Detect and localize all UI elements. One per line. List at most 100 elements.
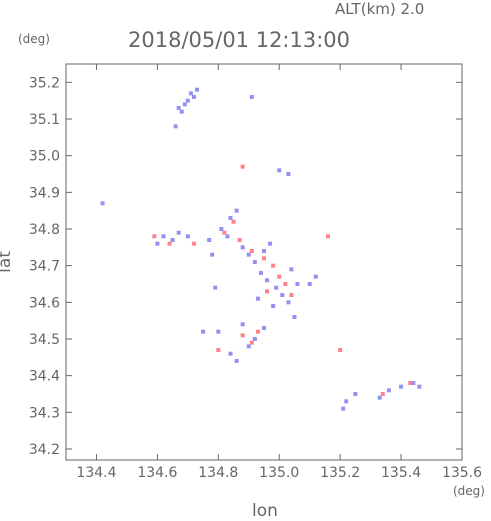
data-point <box>258 271 263 275</box>
data-point <box>408 381 413 385</box>
data-point <box>265 278 270 283</box>
data-point <box>210 252 215 257</box>
y-tick-label: 34.8 <box>29 222 60 238</box>
data-point <box>228 216 233 220</box>
data-point <box>240 333 245 338</box>
data-point <box>295 282 300 286</box>
x-tick-label: 134.8 <box>198 465 238 481</box>
data-point <box>185 234 190 239</box>
data-point <box>325 234 330 239</box>
data-point <box>286 172 291 176</box>
data-point <box>173 124 178 129</box>
data-point <box>307 282 312 286</box>
plot-frame <box>65 63 463 461</box>
data-point <box>277 274 282 279</box>
data-point <box>274 285 279 290</box>
x-tick-label: 134.6 <box>137 465 177 481</box>
y-tick-label: 35.0 <box>29 149 60 165</box>
data-point <box>216 329 221 334</box>
data-point <box>161 234 166 239</box>
y-tick-label: 34.2 <box>29 442 60 458</box>
data-point <box>386 388 391 393</box>
data-point <box>338 348 343 352</box>
data-point <box>246 344 251 349</box>
data-point <box>249 249 254 253</box>
data-point <box>185 98 190 103</box>
data-point <box>170 238 175 242</box>
data-point <box>271 263 276 268</box>
data-point <box>289 267 294 272</box>
data-point <box>219 227 224 231</box>
data-point <box>277 168 282 173</box>
data-point <box>252 337 257 341</box>
data-point <box>271 304 276 308</box>
data-point <box>411 381 416 385</box>
data-point <box>234 208 239 213</box>
x-tick-label: 135.0 <box>259 465 299 481</box>
x-tick-label: 134.4 <box>76 465 116 481</box>
data-point <box>234 359 239 363</box>
data-point <box>380 392 385 396</box>
data-point <box>213 285 218 290</box>
data-point <box>231 219 236 224</box>
data-point <box>240 164 245 169</box>
data-point <box>292 315 297 319</box>
data-point <box>252 260 257 264</box>
x-tick-label: 135.4 <box>381 465 421 481</box>
data-point <box>262 249 266 253</box>
x-axis-ticks: 134.4 134.6 134.8 135.0 135.2 135.4 135.6 <box>76 64 482 481</box>
data-point <box>289 293 294 297</box>
data-point <box>344 399 349 404</box>
y-tick-label: 34.9 <box>29 185 60 201</box>
data-point <box>341 406 346 411</box>
data-point <box>377 395 382 400</box>
data-point <box>268 241 273 246</box>
data-point <box>237 238 242 242</box>
data-point <box>265 289 270 294</box>
data-point <box>188 91 193 96</box>
y-tick-label: 35.2 <box>29 75 60 91</box>
data-point <box>246 252 251 257</box>
altitude-label: ALT(km) 2.0 <box>335 0 425 18</box>
data-point <box>176 230 181 235</box>
data-point <box>152 234 157 239</box>
y-tick-label: 34.3 <box>29 405 60 421</box>
y-tick-label: 34.5 <box>29 332 60 348</box>
data-point <box>399 384 404 389</box>
data-point <box>286 300 291 305</box>
data-point <box>201 329 206 334</box>
data-point <box>225 234 230 239</box>
x-tick-label: 135.2 <box>320 465 360 481</box>
data-point <box>353 392 358 396</box>
y-tick-label: 34.7 <box>29 259 60 275</box>
data-point <box>191 95 196 99</box>
y-tick-label: 35.1 <box>29 112 60 128</box>
data-point <box>179 109 184 114</box>
data-point <box>280 293 285 297</box>
data-point <box>255 329 260 334</box>
data-point <box>182 102 187 107</box>
data-point <box>262 326 266 330</box>
data-point <box>100 201 105 206</box>
data-point <box>167 241 172 246</box>
data-point <box>222 230 227 235</box>
y-axis-ticks: 34.2 34.3 34.4 34.5 34.6 34.7 34.8 34.9 35.0 35.1… <box>29 75 462 458</box>
data-point <box>155 241 160 246</box>
data-point <box>228 351 233 356</box>
y-axis-unit: (deg) <box>18 32 50 46</box>
chart-title: 2018/05/01 12:13:00 <box>128 28 351 52</box>
data-points <box>100 87 422 411</box>
y-tick-label: 34.4 <box>29 369 60 385</box>
data-point <box>255 296 260 301</box>
data-point <box>417 384 422 389</box>
data-point <box>249 340 254 345</box>
data-point <box>313 274 318 279</box>
data-point <box>207 238 212 242</box>
data-point <box>240 245 245 250</box>
data-point <box>176 106 181 110</box>
data-point <box>194 87 199 92</box>
y-tick-label: 34.6 <box>29 295 60 311</box>
data-point <box>191 241 196 246</box>
data-point <box>216 348 221 352</box>
